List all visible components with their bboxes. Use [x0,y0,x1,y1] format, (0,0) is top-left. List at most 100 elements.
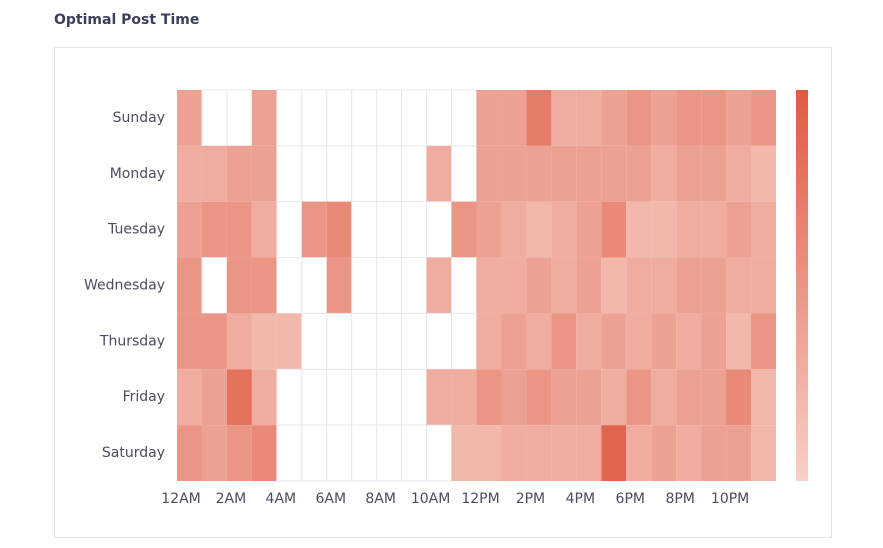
cell [451,369,477,426]
empty-cell [451,145,477,203]
empty-cell [326,145,353,203]
empty-cell [426,312,453,370]
empty-cell [376,201,403,259]
empty-cell [276,424,303,482]
empty-cell [326,424,353,482]
cell [751,201,776,258]
empty-cell [401,145,428,203]
empty-cell [351,145,378,203]
x-tick-label: 6AM [315,491,346,507]
empty-cell [401,424,428,482]
cell [626,369,652,426]
cell [726,313,752,370]
cell [201,201,227,258]
cell [601,425,627,481]
cell [501,313,527,370]
cell [576,313,602,370]
row-label: Sunday [113,110,165,126]
cell [201,145,227,202]
x-tick-label: 10PM [711,491,749,507]
cell [626,90,652,146]
empty-cell [326,312,353,370]
cell [626,313,652,370]
empty-cell [351,312,378,370]
empty-cell [326,89,353,147]
cell [751,90,776,146]
cell [751,313,776,370]
cell [251,145,277,202]
cell [626,257,652,314]
cell [751,425,776,481]
cell [651,145,677,202]
cell [177,313,202,370]
empty-cell [226,89,253,147]
empty-cell [426,424,453,482]
cell [301,201,327,258]
cell [576,369,602,426]
cell [526,90,552,146]
cell [426,145,452,202]
cell [651,90,677,146]
cell [251,201,277,258]
cell [526,145,552,202]
cell [676,90,702,146]
empty-cell [401,368,428,426]
cell [476,201,502,258]
empty-cell [301,145,328,203]
cell [526,313,552,370]
cell [251,313,277,370]
empty-cell [301,257,328,314]
cell [551,90,577,146]
cell [651,201,677,258]
cell [426,257,452,314]
cell [251,425,277,481]
cell [226,145,252,202]
card [54,47,832,538]
empty-cell [376,312,403,370]
empty-cell [401,312,428,370]
cell [601,90,627,146]
cell [751,145,776,202]
cell [276,313,302,370]
row-label: Saturday [102,445,165,461]
cell [526,201,552,258]
row-label: Friday [123,389,165,405]
x-tick-label: 8PM [665,491,694,507]
cell [251,257,277,314]
cell [601,145,627,202]
cell [626,201,652,258]
cell [626,425,652,481]
cell [526,369,552,426]
empty-cell [276,145,303,203]
x-tick-label: 10AM [411,491,450,507]
cell [501,257,527,314]
empty-cell [376,424,403,482]
cell [751,369,776,426]
empty-cell [276,368,303,426]
cell [751,257,776,314]
empty-cell [276,201,303,259]
empty-cell [301,312,328,370]
row-label: Tuesday [107,222,165,238]
empty-cell [351,368,378,426]
cell [451,201,477,258]
empty-cell [451,89,477,147]
cell [551,145,577,202]
cell [177,90,202,146]
cell [651,425,677,481]
empty-cell [451,257,477,314]
empty-cell [276,257,303,314]
cell [601,257,627,314]
cell [701,201,727,258]
cell [701,257,727,314]
empty-cell [401,89,428,147]
empty-cell [351,257,378,314]
cell [551,369,577,426]
cell [501,369,527,426]
cell [726,425,752,481]
empty-cell [376,89,403,147]
cell [701,425,727,481]
cell [726,257,752,314]
x-tick-label: 4AM [266,491,297,507]
cell [476,257,502,314]
